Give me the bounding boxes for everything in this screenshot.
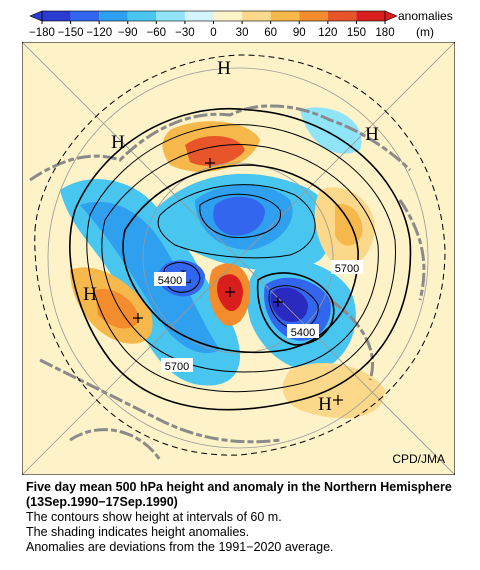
- colorbar-tick-label: 180: [375, 27, 394, 39]
- high-marker: H: [217, 58, 231, 79]
- contour-label: 5400: [291, 327, 315, 339]
- colorbar-bin: [99, 11, 128, 21]
- colorbar-tick-label: −120: [86, 27, 112, 39]
- colorbar-bin: [327, 11, 357, 21]
- colorbar: −180 −150 −120 −90 −60 −30 0 30 60 90 120 150 180: [29, 10, 398, 39]
- colorbar-arrow: [29, 10, 43, 22]
- colorbar-bin: [156, 11, 185, 21]
- credit: CPD/JMA: [392, 452, 445, 466]
- colorbar-tick-label: −60: [147, 27, 167, 39]
- caption: Five day mean 500 hPa height and anomaly…: [26, 480, 466, 555]
- contour-label: 5400: [158, 275, 182, 287]
- colorbar-tick-label: −90: [118, 27, 138, 39]
- colorbar-bin: [356, 11, 385, 21]
- colorbar-tick-label: 90: [293, 27, 306, 39]
- center-cross: [133, 313, 143, 323]
- caption-line: The shading indicates height anomalies.: [26, 525, 250, 539]
- colorbar-bin: [184, 11, 214, 21]
- contour-label-bg: [161, 358, 193, 372]
- colorbar-tick-label: 60: [264, 27, 277, 39]
- high-marker: H: [365, 124, 379, 145]
- high-marker: H: [111, 132, 125, 153]
- colorbar-bin: [213, 11, 243, 21]
- contour-label-bg: [331, 260, 363, 274]
- center-cross: [205, 158, 215, 168]
- colorbar-bin: [70, 11, 100, 21]
- colorbar-bin: [270, 11, 300, 21]
- contour-label-bg: [287, 324, 319, 338]
- colorbar-tick-label: −180: [29, 27, 55, 39]
- map: [22, 42, 455, 475]
- colorbar-tick-label: −30: [175, 27, 195, 39]
- colorbar-tick-label: 120: [318, 27, 337, 39]
- center-cross: [333, 395, 343, 405]
- figure: −180 −150 −120 −90 −60 −30 0 30 60 90 120 150 180 an…: [22, 9, 455, 475]
- center-cross: [225, 287, 235, 297]
- colorbar-bin: [242, 11, 271, 21]
- colorbar-bin: [127, 11, 157, 21]
- contour-label: 5700: [335, 263, 359, 275]
- caption-line: Anomalies are deviations from the 1991−2…: [26, 540, 334, 554]
- colorbar-unit: (m): [416, 25, 434, 39]
- colorbar-tick-label: −150: [58, 27, 84, 39]
- colorbar-tick-label: 30: [236, 27, 249, 39]
- colorbar-tick-label: 150: [347, 27, 366, 39]
- colorbar-bin: [299, 11, 328, 21]
- caption-line: The contours show height at intervals of…: [26, 510, 282, 524]
- high-marker: H: [318, 394, 332, 415]
- colorbar-arrow: [384, 10, 398, 22]
- high-marker: H: [83, 284, 97, 305]
- colorbar-tick-label: 0: [210, 27, 216, 39]
- contour-label-bg: [154, 272, 186, 286]
- contour-label: 5700: [165, 361, 189, 373]
- caption-title: Five day mean 500 hPa height and anomaly…: [26, 480, 452, 509]
- colorbar-label: anomalies: [398, 9, 453, 23]
- center-cross: [273, 297, 283, 307]
- colorbar-bin: [42, 11, 71, 21]
- map-markers: HHHHHL5400540057005700: [83, 58, 379, 415]
